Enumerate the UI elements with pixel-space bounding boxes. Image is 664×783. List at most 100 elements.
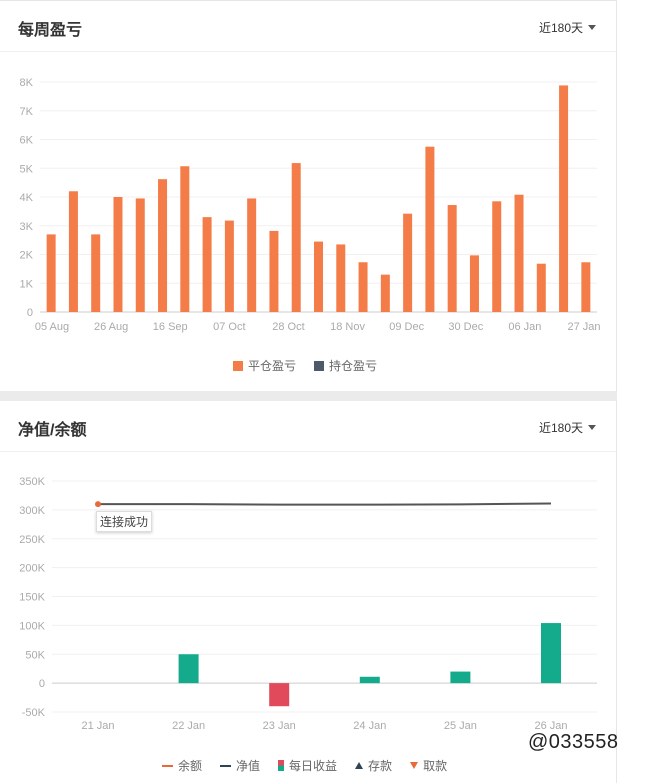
- triangle-down-icon: [410, 762, 419, 769]
- bar: [113, 197, 123, 312]
- daily-profit-bar: [359, 676, 380, 684]
- y-tick-label: 2K: [20, 250, 34, 262]
- bar: [46, 234, 56, 312]
- x-tick-label: 09 Dec: [389, 321, 424, 333]
- x-tick-label: 24 Jan: [353, 720, 386, 732]
- chevron-down-icon: [588, 425, 596, 431]
- y-tick-label: 100K: [19, 620, 45, 632]
- legend-item-balance[interactable]: 余额: [162, 757, 202, 774]
- range-label: 近180天: [538, 21, 583, 35]
- bar: [202, 217, 212, 312]
- legend-label: 每日收益: [289, 759, 338, 773]
- daily-profit-bar: [450, 671, 471, 684]
- line-icon: [162, 764, 173, 767]
- daily-profit-bar: [541, 623, 561, 684]
- bar: [581, 262, 591, 312]
- bar: [158, 179, 168, 312]
- y-tick-label: 300K: [19, 505, 45, 517]
- y-tick-label: 1K: [20, 278, 34, 290]
- bar: [425, 146, 435, 312]
- triangle-up-icon: [355, 762, 364, 769]
- x-tick-label: 30 Dec: [448, 321, 483, 333]
- bar: [447, 205, 457, 312]
- bar: [291, 163, 301, 312]
- equity-balance-chart: -50K 0 50K 100K 150K 200K 250K 300K 350K 21 Jan 22…: [19, 476, 597, 732]
- bar: [135, 198, 145, 312]
- y-tick-label: 8K: [20, 77, 34, 89]
- panel-header: 每周盈亏 近180天: [0, 1, 616, 52]
- y-tick-label: 150K: [19, 592, 45, 604]
- y-tick-label: 250K: [19, 534, 45, 546]
- bar: [358, 262, 368, 312]
- watermark: @033558: [528, 731, 619, 753]
- range-dropdown[interactable]: 近180天: [539, 19, 596, 36]
- chart-legend: 余额 净值 每日收益 存款 取款: [162, 757, 447, 774]
- legend-label: 存款: [368, 759, 393, 773]
- weekly-pnl-chart: 0 1K 2K 3K 4K 5K 6K 7K 8K 05 Aug 26 Aug 16 Sep 07 Oc…: [20, 77, 601, 333]
- x-tick-label: 23 Jan: [263, 720, 296, 732]
- bar: [314, 241, 323, 312]
- range-dropdown[interactable]: 近180天: [539, 419, 596, 436]
- y-tick-label: -50K: [22, 707, 46, 719]
- bar: [180, 166, 190, 312]
- bar: [336, 244, 346, 312]
- equity-line: [98, 502, 552, 506]
- x-tick-label: 05 Aug: [35, 321, 69, 333]
- x-tick-label: 18 Nov: [330, 321, 365, 333]
- bar: [559, 85, 569, 312]
- y-tick-label: 6K: [20, 135, 34, 147]
- y-tick-label: 7K: [20, 106, 34, 118]
- legend-item-deposit[interactable]: 存款: [355, 757, 392, 774]
- panel-title: 每周盈亏: [18, 22, 83, 39]
- x-tick-label: 28 Oct: [272, 321, 304, 333]
- x-tick-label: 07 Oct: [213, 321, 245, 333]
- chart-legend: 平仓盈亏 持仓盈亏: [233, 357, 377, 374]
- legend-item-closed-pnl[interactable]: 平仓盈亏: [233, 357, 296, 374]
- x-tick-label: 25 Jan: [444, 720, 477, 732]
- legend-swatch: [233, 360, 243, 371]
- legend-label: 平仓盈亏: [248, 359, 297, 373]
- x-tick-label: 22 Jan: [172, 720, 205, 732]
- y-tick-label: 50K: [25, 649, 45, 661]
- bar: [514, 194, 524, 312]
- x-tick-label: 27 Jan: [567, 321, 600, 333]
- x-tick-label: 06 Jan: [508, 321, 541, 333]
- line-icon: [220, 764, 232, 767]
- panel-separator: [0, 391, 617, 401]
- bar: [224, 220, 234, 312]
- bar: [269, 230, 279, 312]
- legend-item-equity[interactable]: 净值: [220, 757, 260, 774]
- legend-label: 余额: [178, 759, 203, 773]
- bar: [68, 191, 78, 312]
- bar: [492, 201, 502, 312]
- chevron-down-icon: [588, 25, 596, 31]
- bar: [469, 255, 479, 312]
- equity-balance-panel: 净值/余额 近180天 -50K 0 50K 100K 150K 200K 250K 300K…: [0, 401, 617, 783]
- weekly-pnl-panel: 每周盈亏 近180天 0 1K 2K 3K 4K 5K 6K 7K 8K 05 Aug 26 Aug…: [0, 0, 617, 391]
- x-tick-label: 26 Aug: [94, 321, 128, 333]
- chart-tooltip: 连接成功: [96, 511, 153, 532]
- x-tick-label: 21 Jan: [81, 720, 114, 732]
- bar: [247, 198, 257, 312]
- bar: [91, 234, 101, 312]
- panel-title: 净值/余额: [18, 422, 87, 439]
- bar: [536, 263, 546, 312]
- y-tick-label: 3K: [20, 221, 34, 233]
- legend-item-withdrawal[interactable]: 取款: [410, 757, 447, 774]
- bar: [380, 274, 390, 312]
- balance-point: [95, 501, 101, 508]
- legend-item-open-pnl[interactable]: 持仓盈亏: [314, 357, 377, 374]
- daily-profit-bar: [269, 683, 290, 707]
- legend-label: 取款: [423, 759, 448, 773]
- legend-label: 持仓盈亏: [329, 359, 378, 373]
- x-tick-label: 16 Sep: [153, 321, 188, 333]
- range-label: 近180天: [538, 421, 583, 435]
- x-tick-label: 26 Jan: [534, 720, 567, 732]
- y-tick-label: 4K: [20, 192, 34, 204]
- y-tick-label: 0: [27, 307, 33, 319]
- y-tick-label: 350K: [19, 476, 45, 488]
- y-tick-label: 0: [39, 678, 45, 690]
- y-tick-label: 200K: [19, 563, 45, 575]
- daily-profit-bar: [178, 654, 199, 684]
- legend-item-daily-profit[interactable]: 每日收益: [278, 757, 337, 774]
